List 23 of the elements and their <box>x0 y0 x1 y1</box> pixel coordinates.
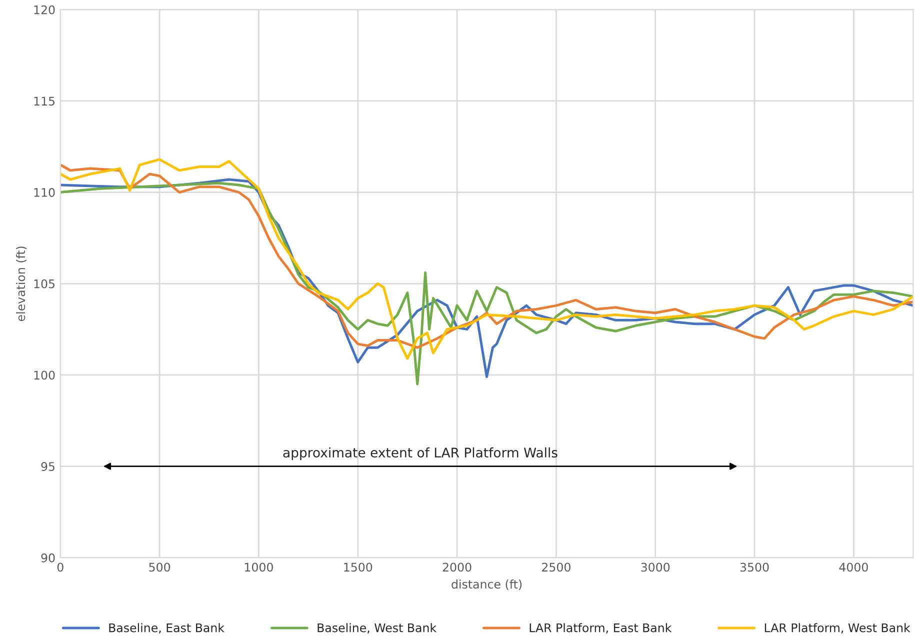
y-tick-label: 105 <box>34 279 54 288</box>
x-tick-label: 2500 <box>542 562 570 572</box>
y-tick-label: 95 <box>41 462 54 471</box>
x-axis-title: distance (ft) <box>452 580 522 590</box>
legend-label: Baseline, East Bank <box>109 623 224 634</box>
x-tick-label: 4000 <box>839 562 868 572</box>
x-tick-label: 3500 <box>740 562 769 572</box>
annotation: approximate extent of LAR Platform Walls <box>283 447 558 460</box>
y-tick-label: 90 <box>41 553 55 562</box>
x-tick-label: 500 <box>149 562 170 572</box>
y-tick-label: 115 <box>34 96 54 106</box>
y-axis-title: elevation (ft) <box>16 246 27 322</box>
x-tick-label: 2000 <box>442 562 472 572</box>
x-tick-label: 1500 <box>344 562 372 572</box>
x-tick-label: 3000 <box>641 562 670 572</box>
x-tick-label: 1000 <box>244 562 273 572</box>
y-tick-label: 120 <box>34 5 55 14</box>
x-tick-label: 0 <box>57 562 64 572</box>
legend-label: LAR Platform, East Bank <box>530 623 672 634</box>
legend-label: LAR Platform, West Bank <box>764 623 910 634</box>
y-tick-label: 110 <box>34 188 55 197</box>
y-tick-label: 100 <box>34 370 55 380</box>
legend-label: Baseline, West Bank <box>318 623 437 634</box>
